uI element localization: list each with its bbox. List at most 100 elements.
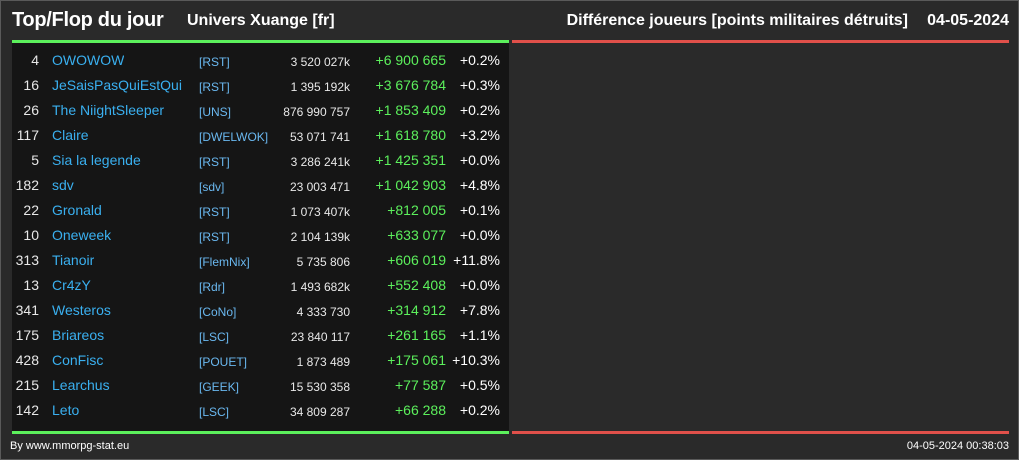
player-name-link[interactable]: Westeros bbox=[52, 302, 111, 318]
points-difference: +552 408 bbox=[387, 277, 446, 293]
alliance-tag-link[interactable]: [CoNo] bbox=[199, 305, 237, 319]
player-name-link[interactable]: Briareos bbox=[52, 327, 105, 343]
percent-change: +0.2% bbox=[459, 52, 500, 68]
player-rank: 26 bbox=[23, 102, 39, 118]
table-row: 4 OWOWOW [RST] 3 520 027k +6 900 665 +0.2% bbox=[12, 48, 509, 73]
alliance-tag-link[interactable]: [Rdr] bbox=[199, 280, 226, 294]
player-name-link[interactable]: OWOWOW bbox=[52, 52, 125, 68]
alliance-tag-link[interactable]: [RST] bbox=[199, 205, 230, 219]
percent-change: +1.1% bbox=[459, 327, 500, 343]
player-name-link[interactable]: JeSaisPasQuiEstQui bbox=[52, 77, 182, 93]
player-rank: 182 bbox=[15, 177, 39, 193]
alliance-tag-link[interactable]: [LSC] bbox=[199, 405, 230, 419]
player-points: 53 071 741 bbox=[289, 130, 350, 144]
player-points: 15 530 358 bbox=[289, 380, 350, 394]
player-name-link[interactable]: sdv bbox=[52, 177, 74, 193]
alliance-tag-link[interactable]: [RST] bbox=[199, 230, 230, 244]
player-rank: 117 bbox=[16, 127, 39, 143]
percent-change: +0.2% bbox=[459, 402, 500, 418]
points-difference: +812 005 bbox=[387, 202, 446, 218]
table-row: 142 Leto [LSC] 34 809 287 +66 288 +0.2% bbox=[12, 398, 509, 423]
top-divider-green bbox=[12, 40, 509, 43]
table-row: 215 Learchus [GEEK] 15 530 358 +77 587 +0.5% bbox=[12, 373, 509, 398]
player-name-link[interactable]: Oneweek bbox=[52, 227, 112, 243]
player-points: 23 840 117 bbox=[290, 330, 350, 344]
player-rank: 175 bbox=[15, 327, 39, 343]
player-points: 23 003 471 bbox=[289, 180, 350, 194]
alliance-tag-link[interactable]: [UNS] bbox=[199, 105, 232, 119]
points-difference: +1 853 409 bbox=[375, 102, 446, 118]
player-name-link[interactable]: Cr4zY bbox=[52, 277, 91, 293]
flop-divider-red bbox=[512, 40, 1009, 43]
table-row: 428 ConFisc [POUET] 1 873 489 +175 061 +10.3% bbox=[12, 348, 509, 373]
alliance-tag-link[interactable]: [sdv] bbox=[199, 180, 225, 194]
player-rank: 313 bbox=[15, 252, 39, 268]
universe-label: Univers Xuange [fr] bbox=[187, 12, 335, 29]
percent-change: +0.5% bbox=[459, 377, 500, 393]
percent-change: +0.0% bbox=[459, 227, 500, 243]
player-rank: 13 bbox=[23, 277, 39, 293]
alliance-tag-link[interactable]: [POUET] bbox=[199, 355, 248, 369]
percent-change: +3.2% bbox=[459, 127, 500, 143]
table-row: 341 Westeros [CoNo] 4 333 730 +314 912 +7.8% bbox=[12, 298, 509, 323]
player-points: 2 104 139k bbox=[290, 230, 350, 244]
player-points: 876 990 757 bbox=[283, 105, 350, 119]
player-points: 1 073 407k bbox=[290, 205, 350, 219]
table-row: 26 The NiightSleeper [UNS] 876 990 757 +1 85… bbox=[12, 98, 509, 123]
top-players-panel: 4 OWOWOW [RST] 3 520 027k +6 900 665 +0.2% 16 J… bbox=[12, 43, 509, 431]
points-difference: +77 587 bbox=[395, 377, 446, 393]
ranking-subject: Différence joueurs [points militaires dé… bbox=[566, 12, 908, 29]
alliance-tag-link[interactable]: [GEEK] bbox=[199, 380, 240, 394]
player-points: 1 493 682k bbox=[290, 280, 350, 294]
alliance-tag-link[interactable]: [RST] bbox=[199, 155, 230, 169]
player-points: 34 809 287 bbox=[289, 405, 350, 419]
points-difference: +6 900 665 bbox=[375, 52, 446, 68]
table-row: 10 Oneweek [RST] 2 104 139k +633 077 +0.0% bbox=[12, 223, 509, 248]
player-rank: 428 bbox=[15, 352, 39, 368]
table-row: 182 sdv [sdv] 23 003 471 +1 042 903 +4.8% bbox=[12, 173, 509, 198]
site-credit: By www.mmorpg-stat.eu bbox=[10, 440, 130, 452]
player-name-link[interactable]: Claire bbox=[52, 127, 89, 143]
player-name-link[interactable]: The NiightSleeper bbox=[52, 102, 165, 118]
points-difference: +606 019 bbox=[387, 252, 446, 268]
percent-change: +0.3% bbox=[459, 77, 500, 93]
player-rank: 4 bbox=[31, 52, 39, 68]
points-difference: +1 042 903 bbox=[375, 177, 446, 193]
table-row: 313 Tianoir [FlemNix] 5 735 806 +606 019 +11.… bbox=[12, 248, 509, 273]
player-name-link[interactable]: Learchus bbox=[52, 377, 110, 393]
points-difference: +1 618 780 bbox=[375, 127, 446, 143]
alliance-tag-link[interactable]: [LSC] bbox=[199, 330, 230, 344]
player-name-link[interactable]: Sia la legende bbox=[52, 152, 141, 168]
percent-change: +4.8% bbox=[459, 177, 500, 193]
player-rank: 142 bbox=[15, 402, 39, 418]
player-points: 4 333 730 bbox=[296, 305, 350, 319]
player-points: 1 395 192k bbox=[290, 80, 350, 94]
points-difference: +1 425 351 bbox=[375, 152, 446, 168]
percent-change: +0.0% bbox=[459, 152, 500, 168]
points-difference: +175 061 bbox=[387, 352, 446, 368]
top-bottom-divider-green bbox=[12, 431, 509, 434]
player-points: 3 286 241k bbox=[290, 155, 350, 169]
player-points: 3 520 027k bbox=[290, 55, 350, 69]
points-difference: +3 676 784 bbox=[375, 77, 446, 93]
player-points: 5 735 806 bbox=[296, 255, 350, 269]
player-rank: 10 bbox=[23, 227, 39, 243]
player-name-link[interactable]: ConFisc bbox=[52, 352, 104, 368]
player-rank: 5 bbox=[31, 152, 39, 168]
player-name-link[interactable]: Gronald bbox=[52, 202, 102, 218]
points-difference: +314 912 bbox=[387, 302, 446, 318]
points-difference: +633 077 bbox=[387, 227, 446, 243]
percent-change: +0.1% bbox=[459, 202, 500, 218]
header: Top/Flop du jour Univers Xuange [fr] Dif… bbox=[1, 1, 1018, 39]
player-rank: 16 bbox=[23, 77, 39, 93]
percent-change: +11.8% bbox=[453, 252, 500, 268]
alliance-tag-link[interactable]: [FlemNix] bbox=[199, 255, 250, 269]
table-row: 13 Cr4zY [Rdr] 1 493 682k +552 408 +0.0% bbox=[12, 273, 509, 298]
alliance-tag-link[interactable]: [RST] bbox=[199, 55, 230, 69]
top-players-list: 4 OWOWOW [RST] 3 520 027k +6 900 665 +0.2% 16 J… bbox=[12, 48, 509, 423]
alliance-tag-link[interactable]: [RST] bbox=[199, 80, 230, 94]
alliance-tag-link[interactable]: [DWELWOK] bbox=[199, 130, 269, 144]
player-name-link[interactable]: Leto bbox=[52, 402, 80, 418]
generated-timestamp: 04-05-2024 00:38:03 bbox=[906, 440, 1009, 452]
player-name-link[interactable]: Tianoir bbox=[52, 252, 95, 268]
